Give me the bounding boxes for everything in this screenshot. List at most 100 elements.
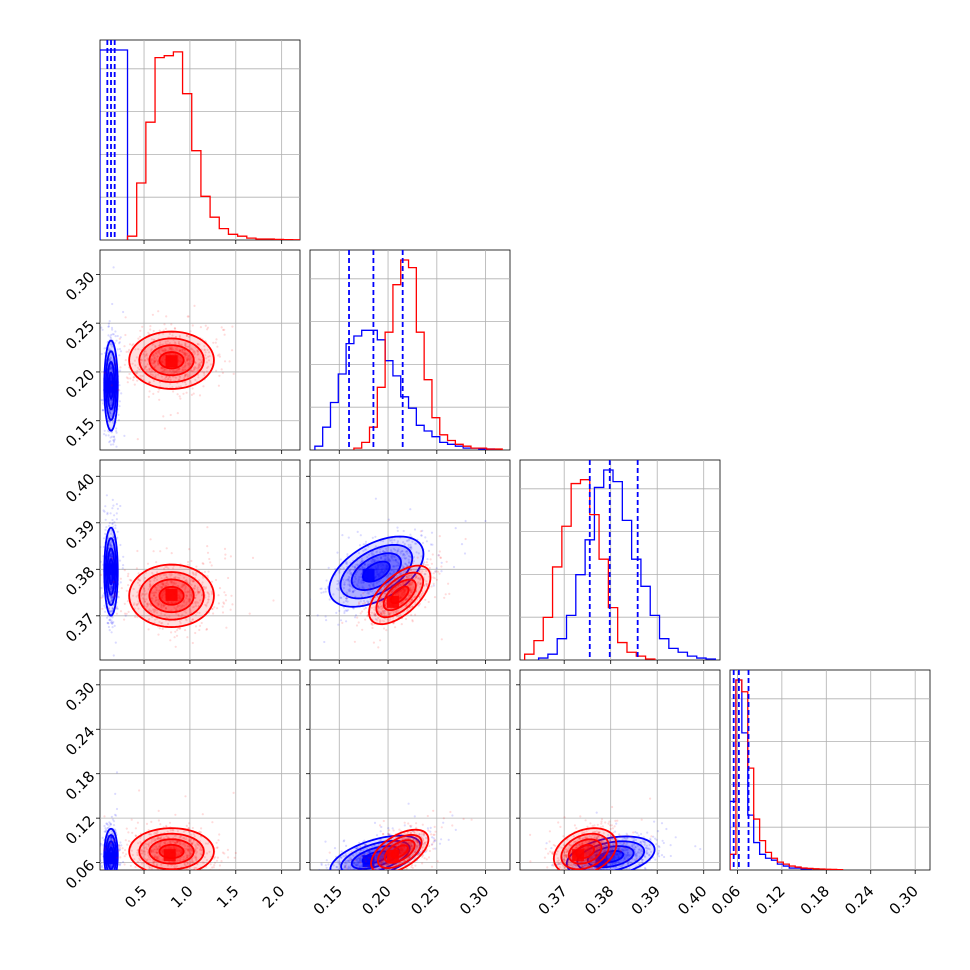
blue-point [112, 882, 114, 884]
blue-point [429, 543, 433, 546]
blue-point [392, 565, 395, 568]
red-point [149, 585, 152, 588]
red-point [153, 356, 156, 359]
red-point [154, 618, 157, 621]
red-point [383, 609, 386, 612]
red-point [193, 351, 196, 354]
red-point [187, 600, 190, 603]
blue-point [389, 573, 392, 576]
blue-point [342, 606, 346, 609]
blue-point [405, 557, 408, 560]
blue-point [400, 550, 404, 553]
red-point [163, 369, 166, 372]
blue-point [375, 551, 378, 554]
red-point [205, 605, 208, 608]
red-point [400, 623, 403, 626]
blue-point [358, 544, 362, 547]
red-point [165, 368, 168, 371]
blue-point [352, 607, 355, 610]
red-point [380, 607, 383, 611]
blue-point [402, 541, 405, 544]
red-point [133, 375, 136, 378]
red-point [409, 589, 412, 592]
red-point [152, 550, 155, 553]
red-point [371, 626, 374, 630]
red-point [225, 626, 228, 629]
blue-point [109, 356, 112, 359]
blue-point [116, 530, 119, 533]
red-point [141, 325, 144, 328]
blue-point [109, 870, 111, 872]
blue-point [379, 551, 382, 554]
blue-point [387, 518, 390, 521]
red-point [188, 582, 191, 585]
red-point [374, 613, 377, 616]
red-point [178, 349, 182, 352]
red-contour [368, 564, 432, 626]
blue-point [394, 558, 397, 562]
blue-point [387, 557, 390, 561]
red-point [145, 352, 148, 355]
blue-point [414, 542, 417, 545]
blue-point [118, 384, 121, 387]
red-point [174, 630, 177, 633]
red-point [204, 596, 207, 599]
blue-point [338, 569, 341, 572]
red-point [401, 601, 404, 605]
blue-point [454, 527, 457, 530]
red-point [142, 353, 145, 356]
red-point [383, 586, 386, 589]
red-point [231, 603, 234, 606]
blue-contour [108, 558, 114, 586]
panel-content [520, 460, 720, 660]
blue-point [370, 590, 373, 593]
red-point [380, 597, 383, 600]
blue-point [345, 562, 348, 566]
pair-panel: 0.150.200.250.30 [62, 249, 301, 459]
red-point [186, 359, 189, 362]
red-point [163, 368, 166, 372]
red-point [362, 592, 365, 595]
blue-point [379, 611, 382, 614]
red-point [165, 547, 168, 550]
red-point [141, 592, 144, 595]
red-point [378, 619, 382, 622]
blue-point [417, 577, 420, 580]
blue-point [110, 367, 113, 370]
blue-point [407, 539, 410, 542]
blue-point [357, 568, 360, 571]
blue-point [383, 585, 386, 588]
red-point [124, 333, 127, 337]
blue-point [107, 874, 109, 876]
blue-point [407, 554, 410, 558]
red-point [148, 381, 151, 384]
red-point [404, 617, 408, 621]
red-point [433, 577, 436, 580]
red-point [184, 364, 187, 367]
blue-point [345, 591, 348, 594]
red-point [136, 369, 139, 372]
red-point [174, 342, 177, 345]
blue-point [115, 445, 118, 448]
red-point [385, 584, 388, 587]
blue-point [102, 537, 106, 540]
red-point [192, 366, 195, 369]
red-point [157, 349, 161, 352]
blue-point [117, 419, 120, 422]
red-point [194, 361, 197, 364]
blue-point [364, 543, 367, 546]
blue-point [111, 880, 113, 882]
pair-panel: 0.370.380.390.40 [62, 459, 301, 664]
blue-point [371, 589, 374, 592]
blue-point [399, 573, 402, 576]
blue-point [347, 583, 350, 586]
blue-point [338, 609, 341, 613]
blue-point [380, 556, 383, 559]
red-point [191, 618, 194, 621]
blue-point [405, 597, 408, 601]
red-point [182, 576, 186, 579]
red-point [159, 602, 162, 605]
blue-point [385, 554, 388, 557]
red-point [148, 585, 151, 588]
blue-point [107, 457, 109, 459]
